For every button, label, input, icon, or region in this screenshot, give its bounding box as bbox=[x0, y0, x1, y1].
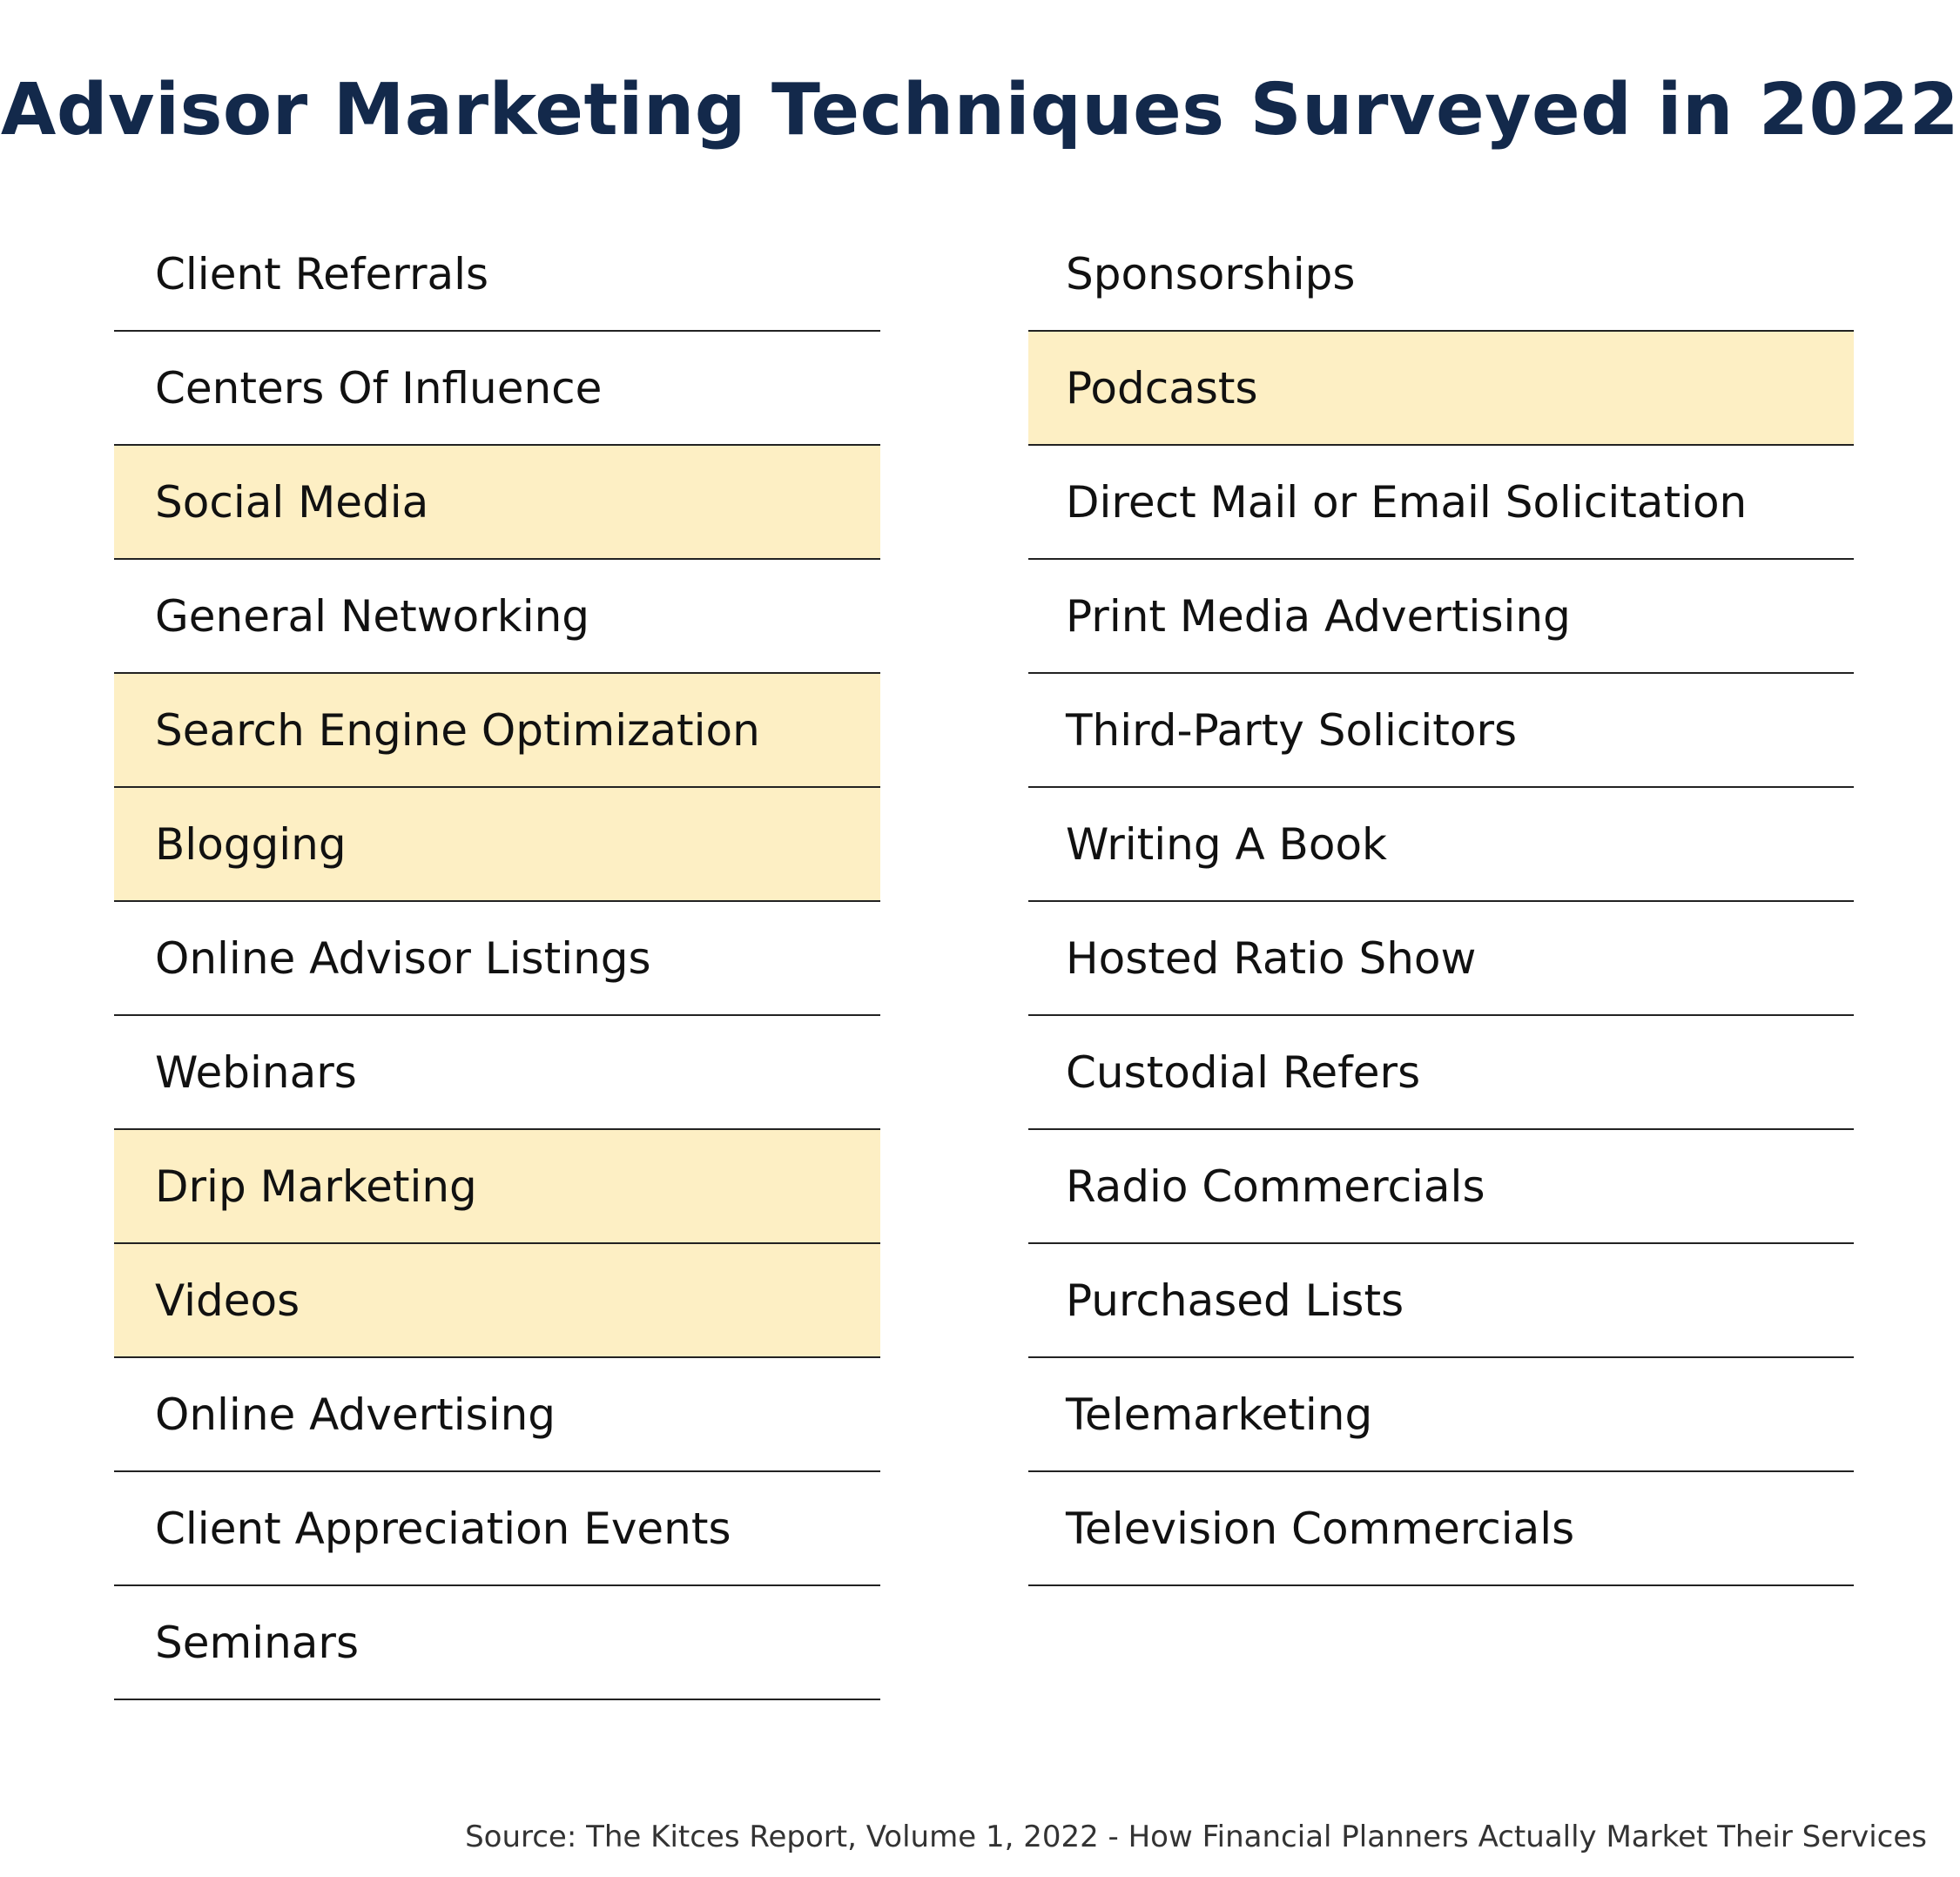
technique-label: Custodial Refers bbox=[1066, 1046, 1421, 1098]
technique-label: Online Advisor Listings bbox=[155, 932, 651, 984]
technique-label: Radio Commercials bbox=[1066, 1161, 1485, 1212]
technique-label: Purchased Lists bbox=[1066, 1275, 1404, 1326]
technique-label: Social Media bbox=[155, 476, 429, 528]
technique-row: Writing A Book bbox=[1028, 788, 1854, 902]
technique-label: Webinars bbox=[155, 1046, 357, 1098]
technique-row: Blogging bbox=[114, 788, 880, 902]
technique-label: Client Appreciation Events bbox=[155, 1503, 731, 1554]
technique-row: Podcasts bbox=[1028, 332, 1854, 446]
right-technique-list: Sponsorships Podcasts Direct Mail or Email… bbox=[1028, 218, 1854, 1586]
technique-label: Videos bbox=[155, 1275, 300, 1326]
technique-label: Writing A Book bbox=[1066, 818, 1387, 870]
technique-row: Online Advisor Listings bbox=[114, 902, 880, 1016]
technique-label: General Networking bbox=[155, 590, 590, 642]
page-title: Advisor Marketing Techniques Surveyed in… bbox=[0, 69, 1960, 151]
technique-row: Television Commercials bbox=[1028, 1472, 1854, 1586]
technique-row: Online Advertising bbox=[114, 1358, 880, 1472]
technique-row: Social Media bbox=[114, 446, 880, 560]
technique-row: General Networking bbox=[114, 560, 880, 674]
technique-row: Client Appreciation Events bbox=[114, 1472, 880, 1586]
technique-row: Search Engine Optimization bbox=[114, 674, 880, 788]
technique-row: Print Media Advertising bbox=[1028, 560, 1854, 674]
technique-row: Radio Commercials bbox=[1028, 1130, 1854, 1244]
technique-label: Direct Mail or Email Solicitation bbox=[1066, 476, 1748, 528]
technique-row: Telemarketing bbox=[1028, 1358, 1854, 1472]
technique-label: Sponsorships bbox=[1066, 248, 1356, 299]
technique-row: Hosted Ratio Show bbox=[1028, 902, 1854, 1016]
technique-row: Videos bbox=[114, 1244, 880, 1358]
technique-label: Podcasts bbox=[1066, 362, 1258, 414]
technique-row: Direct Mail or Email Solicitation bbox=[1028, 446, 1854, 560]
technique-row: Third-Party Solicitors bbox=[1028, 674, 1854, 788]
technique-row: Centers Of Influence bbox=[114, 332, 880, 446]
technique-label: Drip Marketing bbox=[155, 1161, 477, 1212]
left-technique-list: Client Referrals Centers Of Influence Soci… bbox=[114, 218, 880, 1700]
technique-row: Client Referrals bbox=[114, 218, 880, 332]
technique-label: Hosted Ratio Show bbox=[1066, 932, 1477, 984]
technique-row: Sponsorships bbox=[1028, 218, 1854, 332]
technique-label: Client Referrals bbox=[155, 248, 489, 299]
technique-label: Online Advertising bbox=[155, 1389, 556, 1440]
source-note: Source: The Kitces Report, Volume 1, 202… bbox=[465, 1820, 1927, 1854]
technique-row: Webinars bbox=[114, 1016, 880, 1130]
technique-label: Centers Of Influence bbox=[155, 362, 603, 414]
technique-row: Purchased Lists bbox=[1028, 1244, 1854, 1358]
technique-row: Seminars bbox=[114, 1586, 880, 1700]
technique-label: Blogging bbox=[155, 818, 347, 870]
technique-label: Third-Party Solicitors bbox=[1066, 704, 1518, 756]
technique-label: Television Commercials bbox=[1066, 1503, 1575, 1554]
technique-row: Custodial Refers bbox=[1028, 1016, 1854, 1130]
technique-row: Drip Marketing bbox=[114, 1130, 880, 1244]
technique-label: Telemarketing bbox=[1066, 1389, 1373, 1440]
technique-label: Seminars bbox=[155, 1617, 360, 1668]
technique-label: Print Media Advertising bbox=[1066, 590, 1571, 642]
technique-label: Search Engine Optimization bbox=[155, 704, 760, 756]
